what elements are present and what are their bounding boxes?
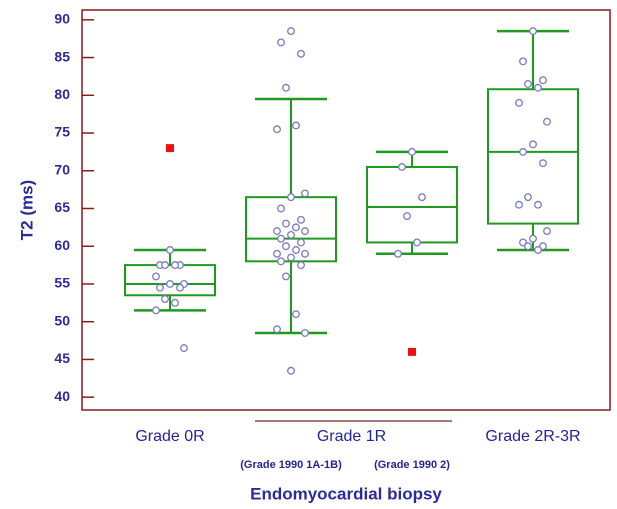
y-axis-label: T2 (ms) — [17, 180, 36, 240]
data-point — [529, 234, 537, 243]
data-point — [515, 98, 523, 107]
data-point — [287, 366, 295, 375]
x-axis-label: Endomyocardial biopsy — [250, 484, 442, 503]
y-tick-label: 90 — [54, 11, 70, 27]
y-tick-label: 85 — [54, 48, 70, 64]
data-point — [524, 80, 532, 88]
data-point — [297, 238, 305, 247]
data-point — [539, 242, 547, 251]
y-tick-label: 55 — [54, 275, 70, 291]
data-point — [277, 234, 285, 243]
outlier — [166, 144, 174, 153]
data-point — [394, 249, 402, 258]
x-tick-label: Grade 2R-3R — [485, 428, 580, 445]
x-sub-label: (Grade 1990 1A-1B) — [240, 459, 342, 471]
data-point — [282, 242, 290, 251]
data-point — [287, 193, 295, 202]
data-point — [171, 261, 179, 270]
data-point — [152, 306, 160, 315]
box — [366, 165, 458, 244]
data-point — [301, 329, 309, 337]
data-point — [166, 280, 174, 288]
data-point — [519, 147, 527, 156]
y-tick-label: 75 — [54, 124, 70, 140]
data-point — [180, 344, 188, 353]
y-tick-label: 50 — [54, 312, 70, 328]
data-point — [534, 246, 542, 254]
data-point — [519, 238, 527, 247]
y-tick-label: 80 — [54, 86, 70, 102]
data-point — [282, 83, 290, 92]
data-point — [273, 125, 281, 134]
y-tick-label: 65 — [54, 199, 70, 215]
data-point — [292, 246, 300, 254]
data-point — [418, 193, 426, 202]
x-tick-label: Grade 1R — [317, 428, 386, 445]
data-point — [297, 49, 305, 58]
data-point — [408, 147, 416, 156]
data-point — [543, 117, 551, 126]
data-point — [534, 200, 542, 209]
outlier — [408, 347, 416, 356]
data-point — [539, 76, 547, 85]
data-point — [301, 249, 309, 258]
data-point — [282, 272, 290, 281]
data-point — [539, 159, 547, 168]
data-point — [529, 27, 537, 36]
data-point — [277, 257, 285, 266]
y-tick-label: 40 — [54, 388, 70, 404]
data-point — [515, 200, 523, 209]
data-point — [297, 215, 305, 224]
y-tick-label: 70 — [54, 161, 70, 177]
data-point — [524, 242, 532, 251]
data-point — [287, 230, 295, 239]
data-point — [166, 246, 174, 254]
plot-frame — [81, 9, 611, 411]
data-point — [543, 227, 551, 236]
data-point — [287, 27, 295, 36]
data-point — [277, 38, 285, 47]
data-point — [161, 295, 169, 304]
data-point — [529, 140, 537, 149]
data-point — [152, 272, 160, 281]
box — [487, 88, 579, 225]
box — [124, 264, 216, 297]
data-point — [171, 298, 179, 307]
data-point — [277, 204, 285, 213]
x-tick-label: Grade 0R — [135, 428, 204, 445]
data-point — [292, 310, 300, 319]
data-point — [413, 238, 421, 247]
data-point — [273, 249, 281, 258]
x-sub-label: (Grade 1990 2) — [374, 459, 450, 471]
data-point — [398, 163, 406, 171]
data-point — [301, 227, 309, 236]
data-point — [524, 193, 532, 202]
data-point — [292, 121, 300, 130]
data-point — [161, 261, 169, 270]
data-point — [176, 283, 184, 292]
data-point — [403, 212, 411, 220]
data-point — [156, 283, 164, 292]
data-point — [292, 223, 300, 232]
data-point — [301, 189, 309, 198]
y-tick-label: 60 — [54, 237, 70, 253]
data-point — [273, 325, 281, 334]
data-point — [519, 57, 527, 66]
data-point — [273, 227, 281, 236]
y-tick-label: 45 — [54, 350, 70, 366]
data-point — [282, 219, 290, 228]
data-point — [297, 261, 305, 270]
data-point — [287, 253, 295, 262]
data-point — [534, 83, 542, 92]
